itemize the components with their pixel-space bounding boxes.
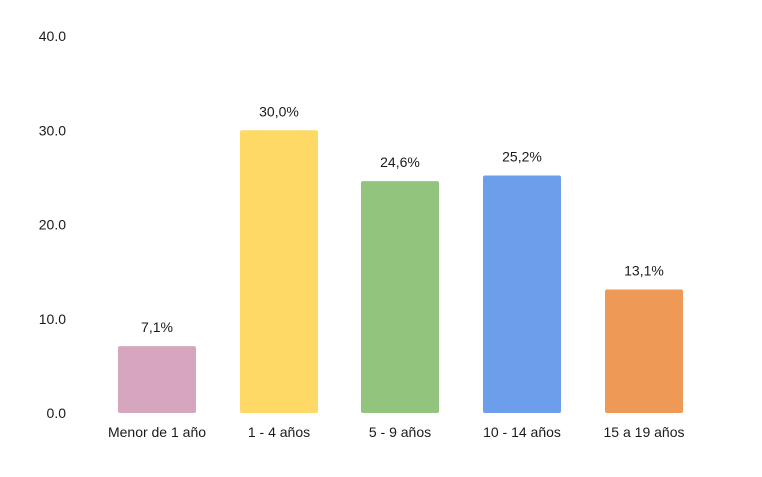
y-tick-label: 40.0 <box>39 28 66 44</box>
data-label: 30,0% <box>259 103 299 119</box>
bar <box>240 130 318 413</box>
x-tick-label: 1 - 4 años <box>248 424 310 440</box>
y-tick-label: 10.0 <box>39 311 66 327</box>
x-tick-label: Menor de 1 año <box>108 424 206 440</box>
y-tick-label: 0.0 <box>47 405 67 421</box>
x-tick-label: 15 a 19 años <box>604 424 685 440</box>
y-tick-label: 30.0 <box>39 122 66 138</box>
x-axis: Menor de 1 año 1 - 4 años 5 - 9 años 10 - 1… <box>108 424 685 440</box>
x-tick-label: 10 - 14 años <box>483 424 561 440</box>
bar <box>361 181 439 413</box>
data-label: 13,1% <box>624 263 664 279</box>
x-tick-label: 5 - 9 años <box>369 424 431 440</box>
y-tick-label: 20.0 <box>39 217 66 233</box>
data-label: 7,1% <box>141 319 173 335</box>
bar <box>118 346 196 413</box>
bar <box>605 289 683 413</box>
bar <box>483 175 561 413</box>
data-labels-group: 7,1% 30,0% 24,6% 25,2% 13,1% <box>141 103 664 335</box>
data-label: 24,6% <box>380 154 420 170</box>
y-axis: 0.0 10.0 20.0 30.0 40.0 <box>39 28 66 421</box>
bars-group <box>118 130 683 413</box>
data-label: 25,2% <box>502 148 542 164</box>
